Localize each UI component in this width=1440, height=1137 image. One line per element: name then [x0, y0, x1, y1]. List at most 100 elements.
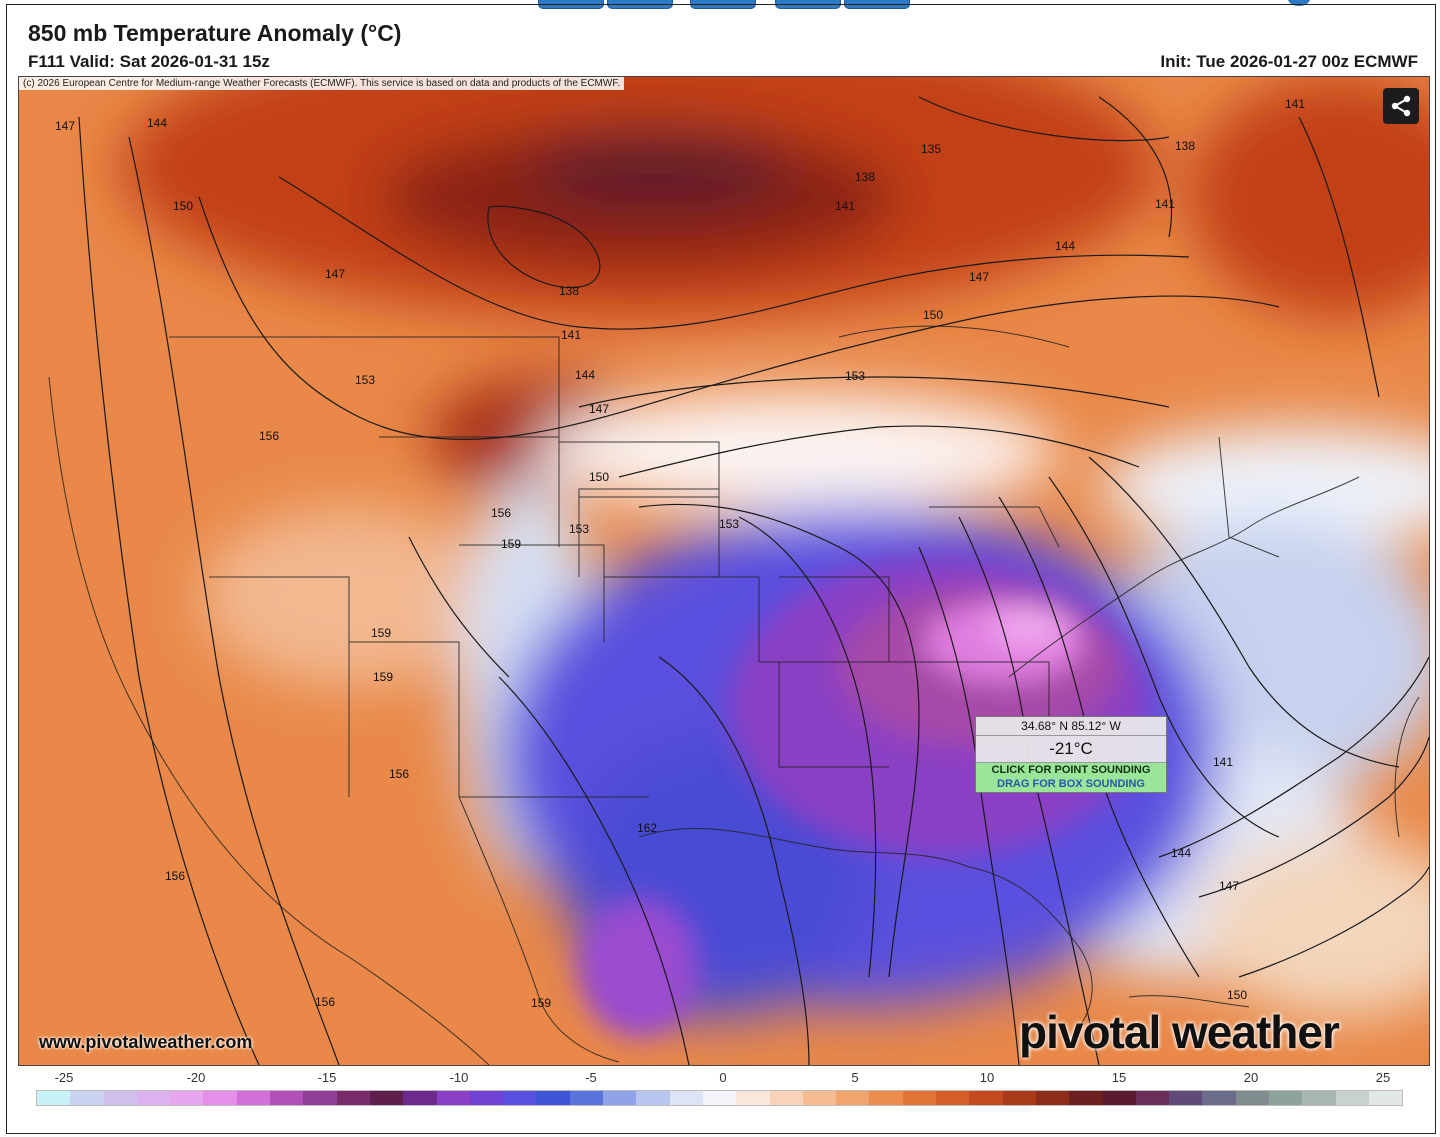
colorbar-swatch [702, 1091, 737, 1105]
tab-button-3[interactable] [690, 0, 756, 9]
colorbar-swatch [936, 1091, 970, 1105]
colorbar-swatch [1335, 1091, 1369, 1105]
colorbar-tick: 5 [851, 1070, 859, 1085]
colorbar-swatch [37, 1091, 71, 1105]
contour-label: 153 [719, 517, 739, 531]
colorbar-swatch [736, 1091, 770, 1105]
popup-value: -21°C [976, 736, 1166, 763]
colorbar-swatch [569, 1091, 604, 1105]
colorbar-swatch [1169, 1091, 1203, 1105]
colorbar-tick: 10 [979, 1070, 995, 1085]
colorbar-swatch [1102, 1091, 1136, 1105]
contour-label: 141 [835, 199, 855, 213]
colorbar-tick: -20 [186, 1070, 206, 1085]
colorbar-swatch [603, 1091, 637, 1105]
weather-map[interactable]: 147 144 150 147 153 156 138 141 144 147 … [18, 76, 1430, 1066]
contour-label: 150 [173, 199, 193, 213]
colorbar-swatch [369, 1091, 404, 1105]
colorbar-swatch [969, 1091, 1003, 1105]
colorbar-swatch [170, 1091, 204, 1105]
colorbar-swatch [503, 1091, 537, 1105]
top-tab-strip [0, 0, 1440, 10]
brand-logo: pivotal weather [1019, 1006, 1340, 1058]
popup-coordinates: 34.68° N 85.12° W [976, 717, 1166, 736]
colorbar-swatch [1235, 1091, 1269, 1105]
user-menu-button[interactable] [1288, 0, 1310, 6]
colorbar-swatch [236, 1091, 271, 1105]
colorbar-swatch [636, 1091, 670, 1105]
tab-button-5[interactable] [844, 0, 910, 9]
colorbar-swatch [203, 1091, 237, 1105]
contour-label: 156 [165, 869, 185, 883]
contour-label: 159 [373, 670, 393, 684]
colorbar-tick: 20 [1243, 1070, 1259, 1085]
contour-label: 138 [1175, 139, 1195, 153]
website-url: www.pivotalweather.com [39, 1032, 253, 1052]
colorbar-swatch [669, 1091, 703, 1105]
map-title: 850 mb Temperature Anomaly (°C) [28, 20, 402, 46]
colorbar-swatch [1202, 1091, 1236, 1105]
contour-label: 159 [501, 537, 521, 551]
colorbar-swatch [1035, 1091, 1070, 1105]
colorbar-swatch [902, 1091, 937, 1105]
colorbar-swatch [436, 1091, 470, 1105]
box-sounding-button[interactable]: DRAG FOR BOX SOUNDING [976, 777, 1166, 792]
colorbar-swatch [869, 1091, 903, 1105]
contour-label: 150 [1227, 988, 1247, 1002]
colorbar-tick: 25 [1375, 1070, 1391, 1085]
colorbar-swatch [536, 1091, 570, 1105]
contour-label: 147 [1219, 879, 1239, 893]
temperature-anomaly-field: 147 144 150 147 153 156 138 141 144 147 … [19, 77, 1429, 1065]
colorbar-swatch [469, 1091, 504, 1105]
share-button[interactable] [1383, 88, 1419, 124]
contour-label: 150 [923, 308, 943, 322]
share-icon [1391, 95, 1411, 117]
contour-label: 150 [589, 470, 609, 484]
contour-label: 156 [491, 506, 511, 520]
colorbar-tick: 0 [719, 1070, 727, 1085]
colorbar-labels: -25 -20 -15 -10 -5 0 5 10 15 20 25 [0, 1070, 1440, 1086]
contour-label: 153 [569, 522, 589, 536]
copyright-notice: (c) 2026 European Centre for Medium-rang… [19, 77, 625, 90]
contour-label: 147 [55, 119, 75, 133]
forecast-valid-time: F111 Valid: Sat 2026-01-31 15z [28, 52, 270, 71]
contour-label: 156 [315, 995, 335, 1009]
contour-label: 144 [575, 368, 595, 382]
contour-label: 141 [1285, 97, 1305, 111]
contour-label: 135 [921, 142, 941, 156]
contour-label: 162 [637, 821, 657, 835]
contour-label: 138 [559, 284, 579, 298]
colorbar-swatch [270, 1091, 304, 1105]
contour-label: 156 [259, 429, 279, 443]
colorbar-swatch [336, 1091, 370, 1105]
colorbar-swatch [1002, 1091, 1036, 1105]
model-init-time: Init: Tue 2026-01-27 00z ECMWF [1160, 52, 1418, 71]
colorbar-swatch [802, 1091, 837, 1105]
colorbar-swatch [103, 1091, 137, 1105]
colorbar-tick: -25 [54, 1070, 74, 1085]
colorbar-tick: -5 [585, 1070, 597, 1085]
contour-label: 153 [845, 369, 865, 383]
tab-button-1[interactable] [538, 0, 604, 9]
tab-button-4[interactable] [775, 0, 841, 9]
point-readout-popup: 34.68° N 85.12° W -21°C CLICK FOR POINT … [975, 716, 1167, 793]
colorbar-swatch [1135, 1091, 1170, 1105]
tab-button-2[interactable] [607, 0, 673, 9]
colorbar-swatch [1368, 1091, 1403, 1105]
colorbar-tick: 15 [1111, 1070, 1127, 1085]
colorbar-swatch [303, 1091, 337, 1105]
contour-label: 144 [1055, 239, 1075, 253]
contour-label: 144 [147, 116, 167, 130]
colorbar-tick: -15 [317, 1070, 337, 1085]
colorbar-swatch [1302, 1091, 1336, 1105]
colorbar-swatch [136, 1091, 171, 1105]
colorbar-swatch [769, 1091, 803, 1105]
contour-label: 159 [531, 996, 551, 1010]
contour-label: 147 [589, 402, 609, 416]
contour-label: 144 [1171, 846, 1191, 860]
contour-label: 141 [561, 328, 581, 342]
colorbar [36, 1090, 1403, 1106]
contour-label: 147 [969, 270, 989, 284]
point-sounding-button[interactable]: CLICK FOR POINT SOUNDING [976, 763, 1166, 777]
contour-label: 141 [1155, 197, 1175, 211]
